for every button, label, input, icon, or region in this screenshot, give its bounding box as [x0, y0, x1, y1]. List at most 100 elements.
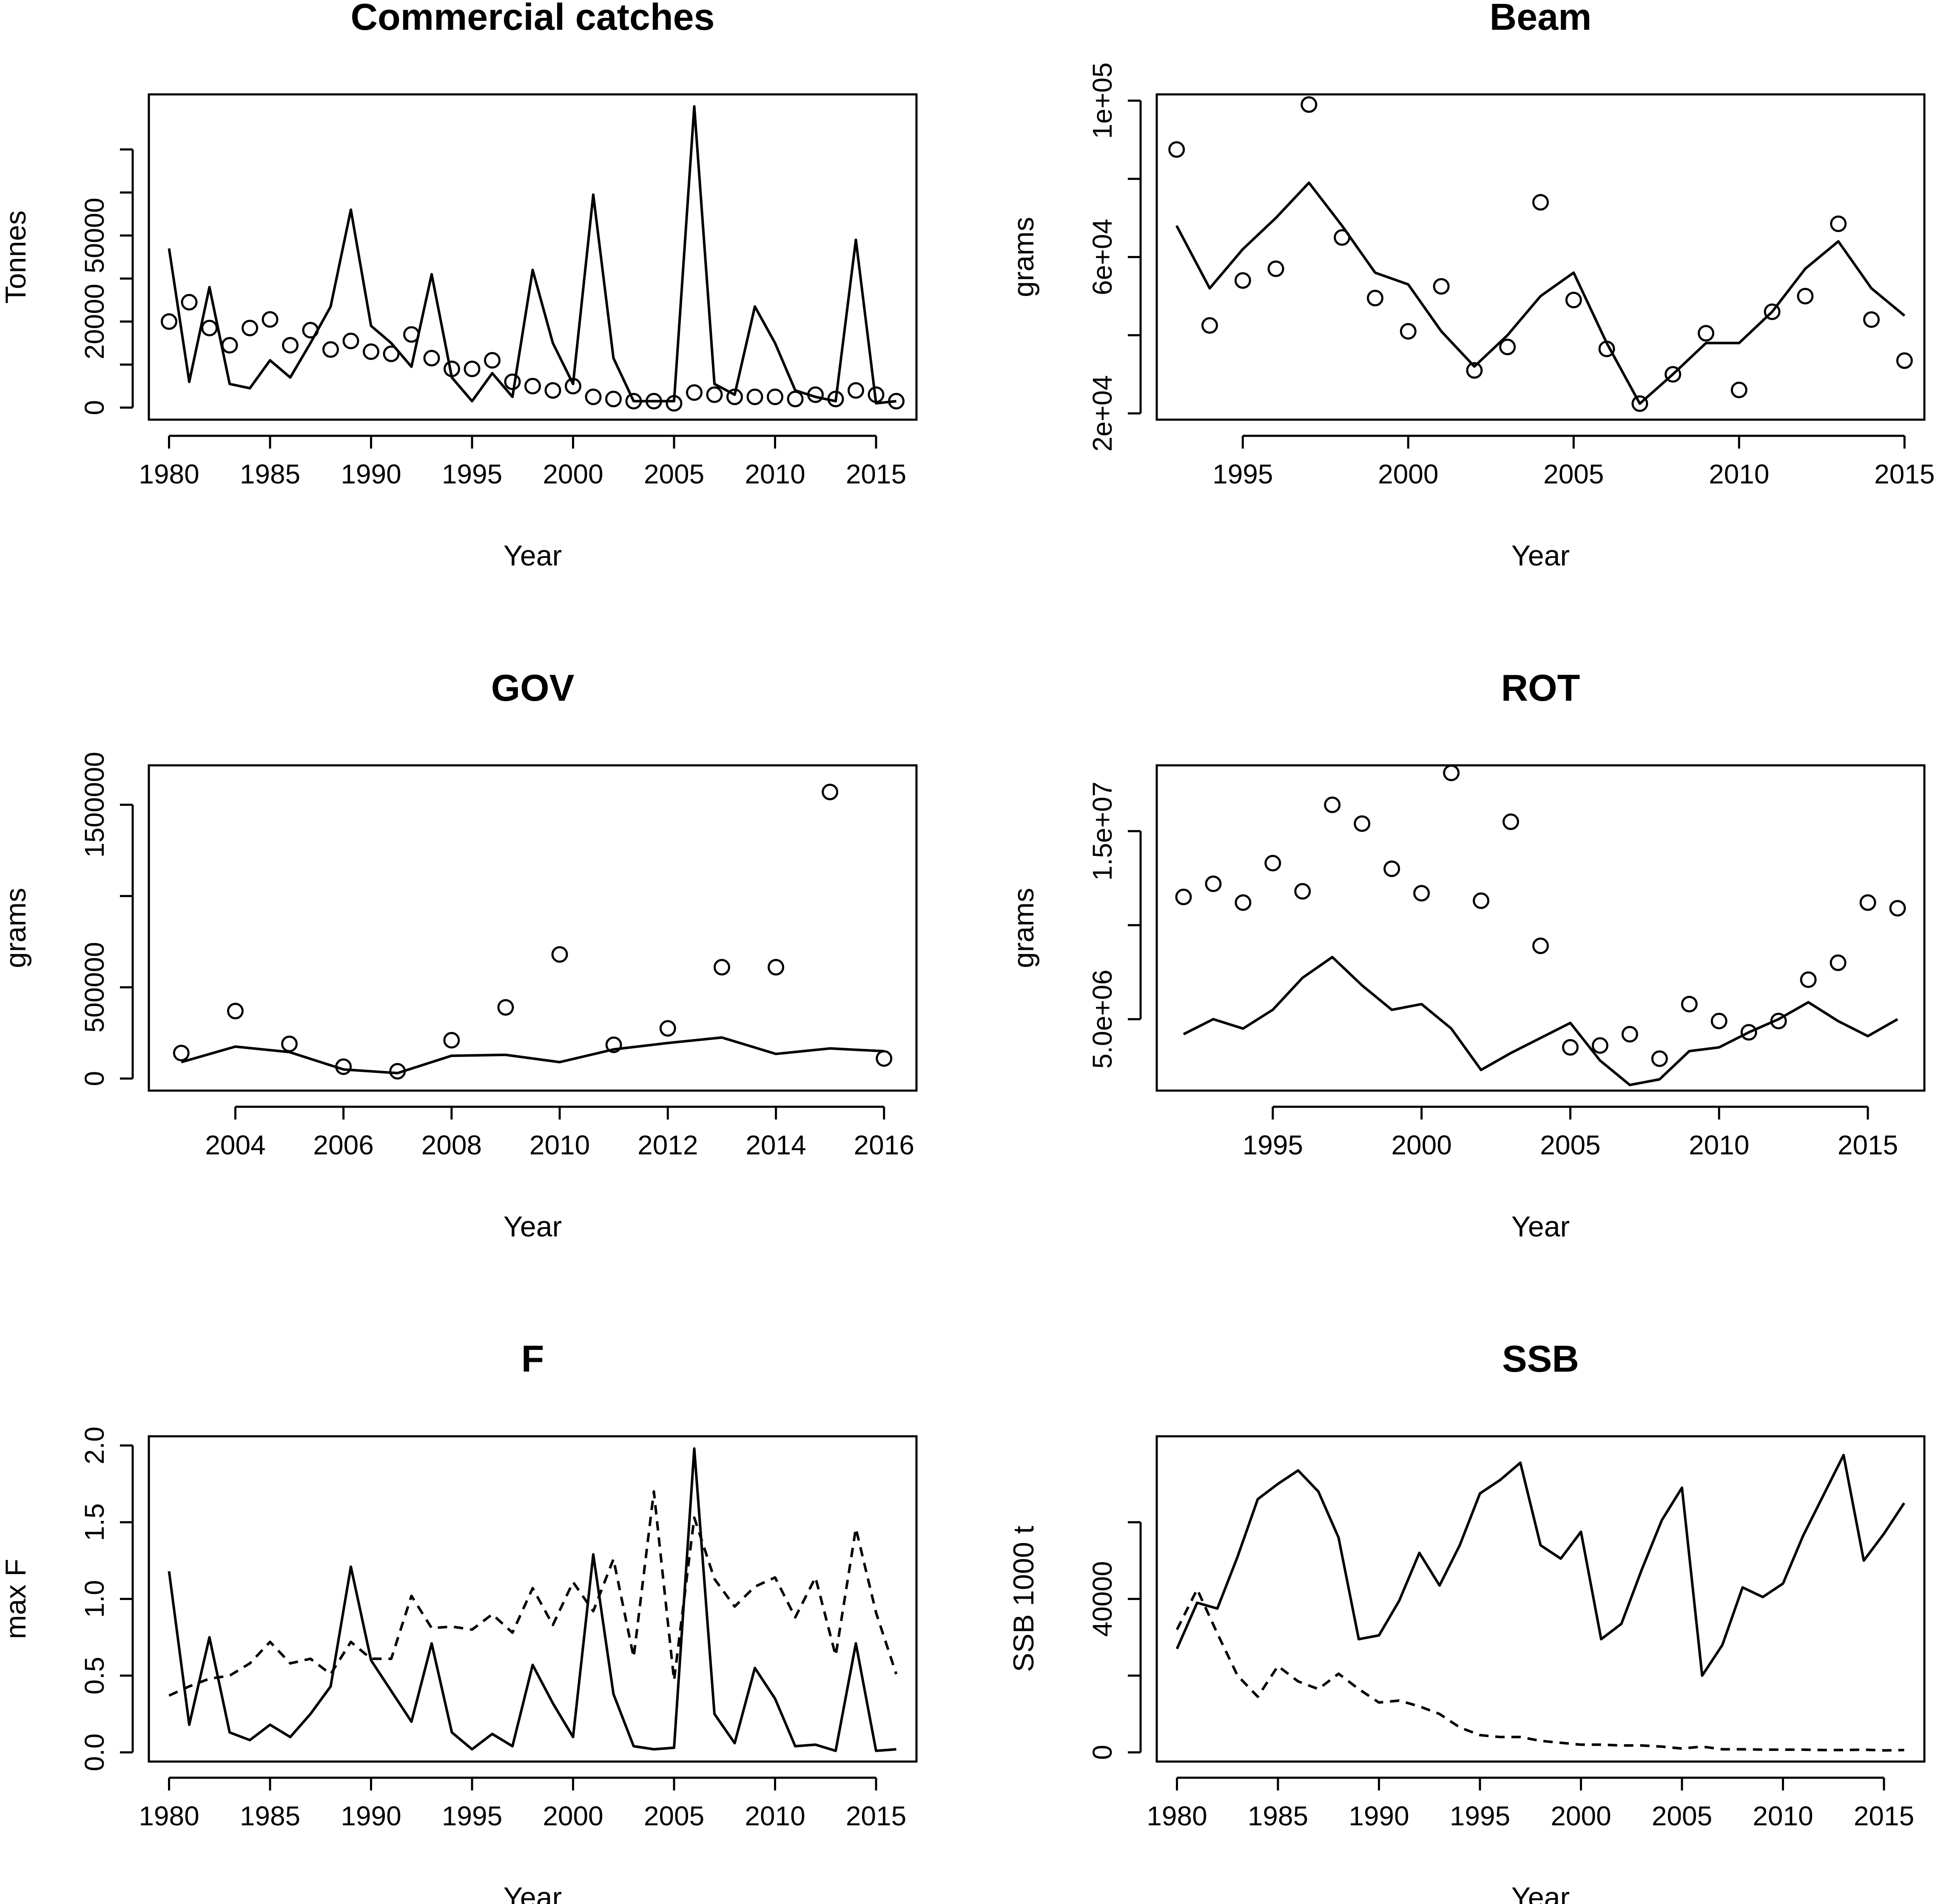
data-point-1982	[201, 319, 218, 336]
data-point-2012	[807, 386, 824, 403]
x-tick-label: 1995	[1450, 1801, 1510, 1831]
x-tick-label: 2000	[1551, 1801, 1611, 1831]
x-tick-label: 1990	[1349, 1801, 1409, 1831]
x-tick-label: 2015	[1874, 459, 1935, 489]
data-point-2010	[1730, 381, 1747, 398]
y-tick-label: 1e+05	[1087, 63, 1118, 139]
x-tick-label: 2015	[1854, 1801, 1914, 1831]
data-point-1995	[1234, 272, 1251, 289]
panel-f: F 1980 1985 1990 1995 2000 2005 2010 2015 Year 0.0…	[0, 1338, 918, 1904]
data-point-2008	[1651, 1050, 1668, 1067]
x-tick-label: 1980	[139, 1801, 199, 1831]
data-point-1984	[242, 319, 258, 336]
y-tick-label: 0	[1087, 1745, 1118, 1760]
data-point-2000	[565, 378, 581, 395]
x-tick-label: 2014	[746, 1130, 806, 1160]
y-tick-label: 50000	[79, 198, 110, 273]
x-tick-label: 2010	[1689, 1130, 1749, 1160]
data-point-1995	[1264, 855, 1281, 872]
data-point-2008	[1665, 366, 1682, 383]
data-point-1997	[504, 373, 521, 390]
data-point-2001	[1443, 764, 1460, 781]
data-point-1988	[322, 341, 339, 358]
data-point-2007	[389, 1063, 406, 1080]
series-line-predicted	[1175, 181, 1906, 405]
data-point-2007	[1631, 395, 1648, 412]
data-point-2013	[713, 959, 730, 976]
x-tick-label: 1985	[240, 459, 300, 489]
x-tick-label: 2005	[1540, 1130, 1600, 1160]
series-line-predicted	[1183, 956, 1898, 1086]
data-point-1994	[1201, 317, 1218, 334]
x-tick-label: 2005	[644, 459, 704, 489]
data-point-2009	[1681, 996, 1698, 1013]
data-point-1987	[302, 322, 319, 339]
data-point-1996	[1294, 883, 1311, 900]
data-point-2010	[1710, 1012, 1727, 1029]
y-axis-label: grams	[1007, 888, 1040, 968]
data-point-2015	[1859, 894, 1876, 911]
data-point-2002	[1473, 892, 1490, 909]
chart-title: SSB	[1502, 1338, 1579, 1380]
data-point-2016	[1889, 900, 1906, 917]
data-point-2015	[868, 386, 885, 403]
x-axis-label: Year	[1511, 540, 1570, 572]
x-axis-label: Year	[504, 540, 562, 572]
data-point-1986	[282, 337, 299, 354]
x-axis-label: Year	[504, 1211, 562, 1243]
plot-frame	[148, 93, 918, 421]
x-tick-label: 2015	[846, 1801, 906, 1831]
data-point-1990	[363, 343, 379, 360]
data-point-2016	[876, 1050, 893, 1067]
data-point-1992	[1175, 889, 1192, 906]
data-point-1993	[1168, 141, 1185, 158]
x-tick-label: 2016	[854, 1130, 914, 1160]
series-line-dashed	[1175, 1588, 1904, 1752]
x-tick-label: 2015	[846, 459, 906, 489]
data-point-1993	[1205, 875, 1222, 892]
data-point-1997	[1324, 796, 1341, 813]
data-point-1983	[221, 337, 238, 354]
y-axis-label: grams	[1007, 217, 1040, 297]
data-point-2005	[1562, 1039, 1579, 1056]
plot-frame	[1155, 93, 1926, 421]
data-point-2010	[551, 946, 568, 963]
x-tick-label: 2010	[745, 1801, 805, 1831]
data-point-2013	[1800, 971, 1817, 988]
panel-commercial-catches: Commercial catches 1980 1985 1990 1995 2000 20…	[0, 0, 918, 572]
data-point-2011	[787, 390, 804, 407]
data-point-2006	[335, 1058, 352, 1075]
data-point-2013	[827, 390, 844, 407]
data-point-2006	[1591, 1037, 1608, 1054]
x-tick-label: 2000	[543, 459, 603, 489]
y-tick-label: 0	[79, 1071, 110, 1086]
series-line-dashed	[168, 1490, 898, 1697]
y-tick-label: 1.5	[79, 1503, 110, 1541]
data-point-2005	[666, 395, 683, 412]
y-tick-label: 0.5	[79, 1657, 110, 1694]
data-point-2007	[1621, 1026, 1638, 1043]
data-point-2008	[726, 388, 743, 405]
data-point-1992	[403, 326, 420, 343]
data-point-2008	[443, 1032, 460, 1049]
x-tick-label: 1985	[240, 1801, 300, 1831]
x-tick-label: 1995	[442, 1801, 502, 1831]
data-point-2004	[646, 392, 662, 409]
data-point-1999	[1383, 860, 1400, 877]
data-point-1996	[1267, 260, 1284, 277]
data-point-2002	[1466, 362, 1483, 379]
series-line-predicted	[168, 105, 896, 405]
chart-title: GOV	[491, 667, 575, 709]
x-tick-label: 2005	[1543, 459, 1604, 489]
data-point-2001	[585, 388, 602, 405]
y-tick-label: 0.0	[79, 1733, 110, 1771]
x-tick-label: 2005	[644, 1801, 704, 1831]
data-point-2002	[605, 390, 622, 407]
y-tick-label: 0	[79, 400, 110, 415]
data-point-2004	[227, 1003, 244, 1020]
x-tick-label: 2010	[1753, 1801, 1813, 1831]
data-point-2005	[281, 1035, 298, 1052]
x-tick-label: 2010	[745, 459, 805, 489]
x-tick-label: 1995	[1212, 459, 1273, 489]
chart-title: Beam	[1490, 0, 1592, 38]
